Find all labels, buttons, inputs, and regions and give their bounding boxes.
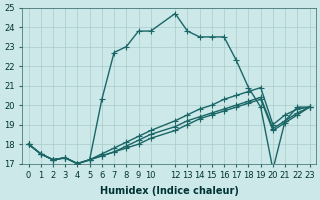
X-axis label: Humidex (Indice chaleur): Humidex (Indice chaleur) <box>100 186 238 196</box>
